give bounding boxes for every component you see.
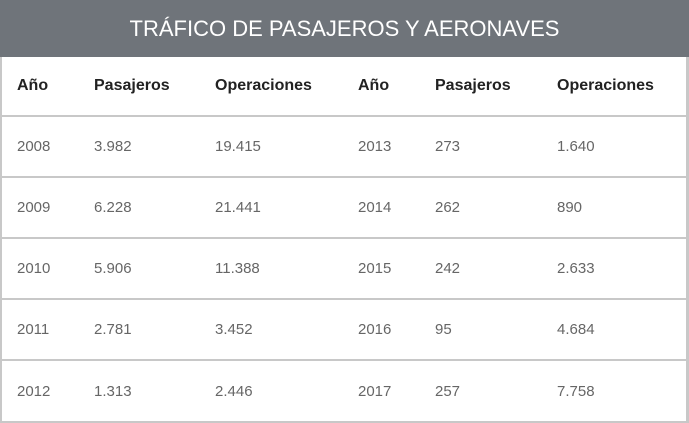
cell-year: 2015 xyxy=(358,260,392,277)
cell-year: 2012 xyxy=(17,382,51,400)
table-row: 2008 3.982 19.415 2013 273 1.640 xyxy=(2,116,686,177)
table-header-row: Año Pasajeros Operaciones Año Pasajeros … xyxy=(2,57,686,116)
column-header-passengers: Pasajeros xyxy=(435,77,511,94)
cell-operations: 19.415 xyxy=(215,138,261,155)
cell-year: 2016 xyxy=(358,321,392,338)
traffic-table-container: Año Pasajeros Operaciones Año Pasajeros … xyxy=(0,57,689,423)
cell-operations: 4.684 xyxy=(557,321,595,338)
cell-passengers: 242 xyxy=(435,260,461,277)
widget-title: TRÁFICO DE PASAJEROS Y AERONAVES xyxy=(129,15,560,41)
cell-passengers: 257 xyxy=(435,382,461,400)
cell-year: 2013 xyxy=(358,138,392,155)
cell-year: 2008 xyxy=(17,138,51,155)
cell-year: 2011 xyxy=(17,321,50,338)
cell-year: 2014 xyxy=(358,199,392,216)
cell-operations: 1.640 xyxy=(557,138,595,155)
widget-header: TRÁFICO DE PASAJEROS Y AERONAVES xyxy=(0,0,689,57)
cell-passengers: 262 xyxy=(435,199,461,216)
cell-passengers: 6.228 xyxy=(94,199,132,216)
cell-operations: 2.446 xyxy=(215,382,253,400)
cell-operations: 7.758 xyxy=(557,382,595,400)
cell-operations: 3.452 xyxy=(215,321,253,338)
column-header-year: Año xyxy=(17,77,49,94)
column-header-year: Año xyxy=(358,77,390,94)
column-header-passengers: Pasajeros xyxy=(94,77,170,94)
cell-passengers: 273 xyxy=(435,138,461,155)
cell-passengers: 2.781 xyxy=(94,321,132,338)
cell-year: 2010 xyxy=(17,260,51,277)
cell-year: 2009 xyxy=(17,199,51,216)
cell-passengers: 1.313 xyxy=(94,382,132,400)
cell-operations: 21.441 xyxy=(215,199,261,216)
table-row: 2010 5.906 11.388 2015 242 2.633 xyxy=(2,238,686,299)
cell-passengers: 5.906 xyxy=(94,260,132,277)
cell-year: 2017 xyxy=(358,382,392,400)
cell-operations: 890 xyxy=(557,199,583,216)
table-row: 2011 2.781 3.452 2016 95 4.684 xyxy=(2,299,686,360)
cell-passengers: 95 xyxy=(435,321,452,338)
cell-operations: 11.388 xyxy=(215,260,260,277)
table-row: 2009 6.228 21.441 2014 262 890 xyxy=(2,177,686,238)
traffic-table: Año Pasajeros Operaciones Año Pasajeros … xyxy=(2,57,686,421)
column-header-operations: Operaciones xyxy=(557,77,654,94)
cell-operations: 2.633 xyxy=(557,260,595,277)
table-row: 2012 1.313 2.446 2017 257 7.758 xyxy=(2,360,686,421)
column-header-operations: Operaciones xyxy=(215,77,312,94)
cell-passengers: 3.982 xyxy=(94,138,132,155)
